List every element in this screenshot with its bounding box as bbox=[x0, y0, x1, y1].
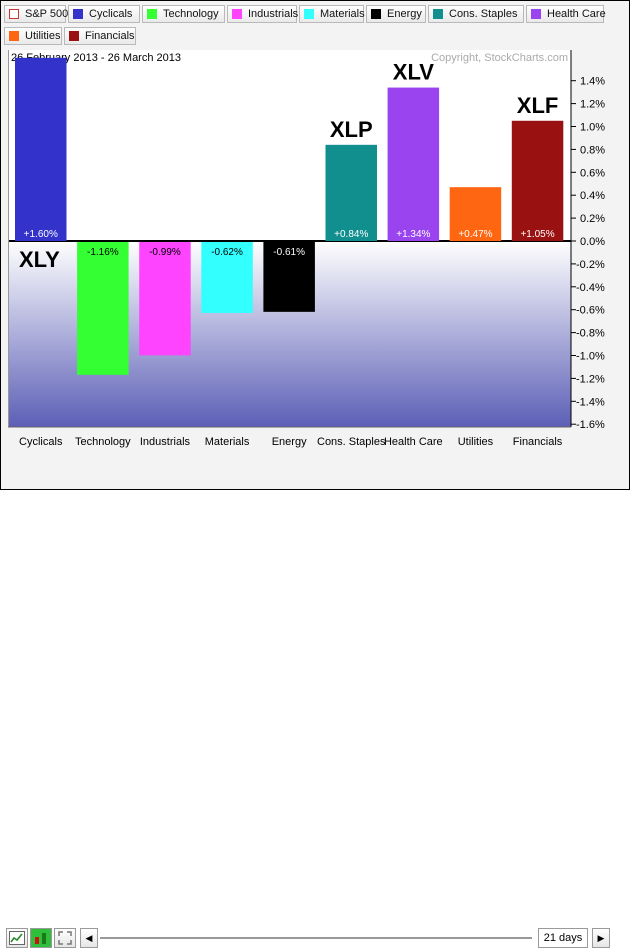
legend-label: Utilities bbox=[25, 30, 61, 42]
category-label-cons-staples: Cons. Staples bbox=[317, 436, 386, 448]
data-label-utilities: +0.47% bbox=[458, 229, 492, 240]
legend-swatch bbox=[304, 9, 314, 19]
y-tick-label: -1.4% bbox=[576, 396, 605, 408]
legend-item-cons-staples[interactable]: Cons. Staples bbox=[428, 5, 524, 23]
y-tick-label: -0.8% bbox=[576, 328, 605, 340]
scroll-right-button[interactable]: ▶ bbox=[592, 928, 610, 948]
legend-item-industrials[interactable]: Industrials bbox=[227, 5, 299, 23]
legend-swatch bbox=[433, 9, 443, 19]
legend-swatch bbox=[73, 9, 83, 19]
y-tick-label: -0.4% bbox=[576, 282, 605, 294]
legend-swatch bbox=[371, 9, 381, 19]
legend-label: Materials bbox=[320, 8, 365, 20]
category-label-technology: Technology bbox=[75, 436, 131, 448]
annotations: XLY XLP XLV XLF bbox=[19, 60, 558, 272]
y-tick-label: 0.8% bbox=[580, 144, 605, 156]
bar-materials bbox=[201, 242, 253, 313]
y-tick-label: -1.6% bbox=[576, 419, 605, 431]
y-tick-label: 1.4% bbox=[580, 76, 605, 88]
timeline-scrollbar[interactable] bbox=[100, 937, 532, 939]
y-axis: 1.4% 1.2% 1.0% 0.8% 0.6% 0.4% 0.2% 0.0% -0.2% -0.… bbox=[571, 76, 605, 431]
copyright-label: Copyright, StockCharts.com bbox=[431, 52, 568, 64]
legend-swatch bbox=[531, 9, 541, 19]
bar-industrials bbox=[139, 242, 191, 356]
category-label-financials: Financials bbox=[513, 436, 563, 448]
legend-swatch bbox=[9, 9, 19, 19]
legend-item-s-p-500[interactable]: S&P 500 bbox=[4, 5, 69, 23]
period-selector[interactable]: 21 days bbox=[538, 928, 588, 948]
bar-utilities bbox=[449, 187, 502, 241]
annotation-xlv: XLV bbox=[393, 60, 434, 85]
data-label-cyclicals: +1.60% bbox=[24, 229, 58, 240]
bar-cons-staples bbox=[325, 144, 377, 241]
annotation-xly: XLY bbox=[19, 247, 60, 272]
data-label-technology: -1.16% bbox=[87, 247, 119, 258]
y-tick-label: 1.0% bbox=[580, 122, 605, 134]
legend-item-financials[interactable]: Financials bbox=[64, 27, 136, 45]
data-label-financials: +1.05% bbox=[520, 229, 554, 240]
category-label-health-care: Health Care bbox=[384, 436, 443, 448]
chart-svg: 26 February 2013 - 26 March 2013 Copyrig… bbox=[8, 50, 605, 448]
data-label-materials: -0.62% bbox=[211, 247, 243, 258]
bar-health-care bbox=[387, 87, 440, 241]
chart-area: 26 February 2013 - 26 March 2013 Copyrig… bbox=[8, 50, 618, 452]
legend-swatch bbox=[232, 9, 242, 19]
y-tick-label: 0.0% bbox=[580, 236, 605, 248]
data-label-health-care: +1.34% bbox=[396, 229, 430, 240]
category-label-energy: Energy bbox=[272, 436, 307, 448]
data-label-energy: -0.61% bbox=[273, 247, 305, 258]
bar-chart-icon[interactable] bbox=[30, 928, 52, 948]
y-tick-label: -1.0% bbox=[576, 351, 605, 363]
legend-label: S&P 500 bbox=[25, 8, 69, 20]
scroll-left-button[interactable]: ◀ bbox=[80, 928, 98, 948]
legend-label: Financials bbox=[85, 30, 135, 42]
legend-label: Health Care bbox=[547, 8, 606, 20]
y-tick-label: -1.2% bbox=[576, 373, 605, 385]
y-tick-label: 0.4% bbox=[580, 190, 605, 202]
annotation-xlf: XLF bbox=[517, 93, 559, 118]
legend-item-energy[interactable]: Energy bbox=[366, 5, 426, 23]
y-tick-label: -0.2% bbox=[576, 259, 605, 271]
legend-item-health-care[interactable]: Health Care bbox=[526, 5, 606, 23]
y-tick-label: 0.6% bbox=[580, 167, 605, 179]
legend-item-materials[interactable]: Materials bbox=[299, 5, 365, 23]
category-label-industrials: Industrials bbox=[140, 436, 191, 448]
legend-label: Cons. Staples bbox=[449, 8, 518, 20]
legend-item-technology[interactable]: Technology bbox=[142, 5, 225, 23]
annotation-xlp: XLP bbox=[330, 117, 373, 142]
performance-chart-icon[interactable] bbox=[6, 928, 28, 948]
bottom-toolbar: ◀ 21 days ▶ bbox=[0, 462, 630, 948]
bar-technology bbox=[77, 242, 129, 375]
legend-swatch bbox=[147, 9, 157, 19]
category-label-cyclicals: Cyclicals bbox=[19, 436, 63, 448]
fullscreen-icon[interactable] bbox=[54, 928, 76, 948]
data-label-cons-staples: +0.84% bbox=[334, 229, 368, 240]
bars-group: +1.60% -1.16% -0.99% -0.62% -0.61% +0.84% +1.3… bbox=[15, 57, 564, 375]
bar-financials bbox=[511, 120, 564, 241]
y-tick-label: 0.2% bbox=[580, 213, 605, 225]
y-tick-label: 1.2% bbox=[580, 99, 605, 111]
bar-energy bbox=[263, 242, 315, 312]
category-label-utilities: Utilities bbox=[458, 436, 494, 448]
category-label-materials: Materials bbox=[205, 436, 250, 448]
bar-cyclicals bbox=[15, 57, 67, 241]
legend-label: Energy bbox=[387, 8, 422, 20]
data-label-industrials: -0.99% bbox=[149, 247, 181, 258]
legend-label: Industrials bbox=[248, 8, 299, 20]
legend-label: Technology bbox=[163, 8, 219, 20]
legend-item-cyclicals[interactable]: Cyclicals bbox=[68, 5, 140, 23]
legend-label: Cyclicals bbox=[89, 8, 133, 20]
legend-item-utilities[interactable]: Utilities bbox=[4, 27, 62, 45]
y-tick-label: -0.6% bbox=[576, 305, 605, 317]
legend-swatch bbox=[9, 31, 19, 41]
legend-swatch bbox=[69, 31, 79, 41]
x-axis: Cyclicals Technology Industrials Materials E… bbox=[19, 436, 563, 448]
